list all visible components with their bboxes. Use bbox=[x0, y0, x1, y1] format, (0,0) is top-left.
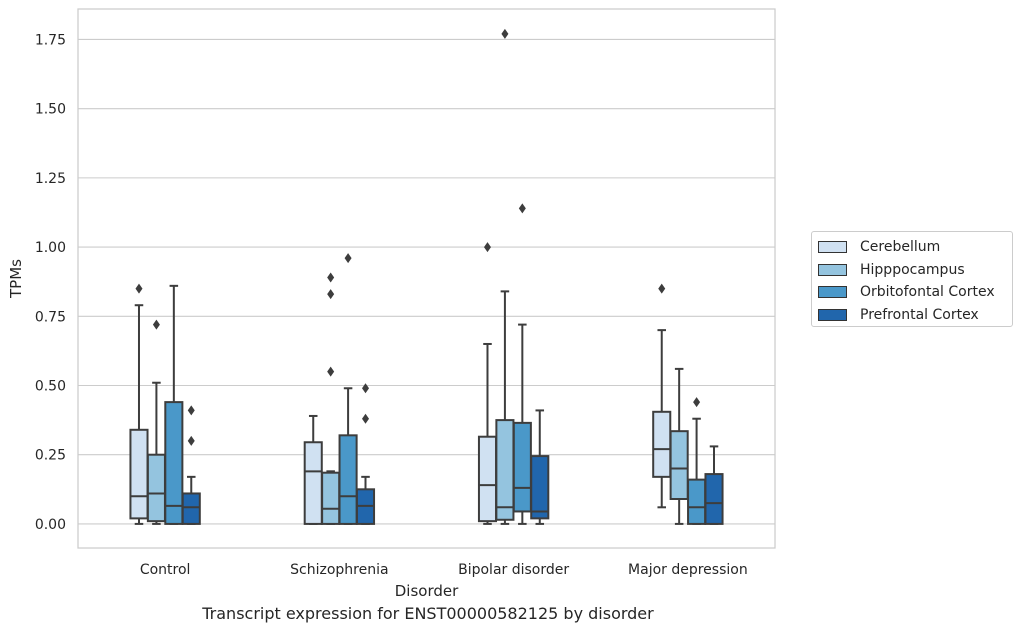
box bbox=[530, 455, 550, 520]
box-plots bbox=[129, 28, 724, 525]
outlier-point bbox=[344, 253, 352, 264]
y-tick-label: 1.25 bbox=[35, 171, 66, 187]
box-cerebellum-control bbox=[129, 283, 149, 525]
outlier-point bbox=[187, 405, 195, 416]
y-tick-label: 0.50 bbox=[35, 378, 66, 394]
outlier-point bbox=[327, 366, 335, 377]
legend-swatch bbox=[818, 263, 847, 276]
y-tick-labels: 0.00 0.25 0.50 0.75 1.00 1.25 1.50 1.75 bbox=[35, 32, 66, 532]
box-cerebellum-schizophrenia bbox=[303, 414, 323, 525]
legend-label: Prefrontal Cortex bbox=[860, 306, 979, 323]
outlier-point bbox=[518, 203, 526, 214]
plot-frame bbox=[77, 8, 776, 549]
y-tick-label: 1.50 bbox=[35, 102, 66, 118]
box-hipppocampus-major-depression bbox=[669, 367, 689, 525]
box bbox=[669, 430, 689, 500]
box bbox=[652, 410, 672, 478]
outlier-point bbox=[135, 283, 143, 294]
outlier-point bbox=[483, 242, 491, 253]
box bbox=[164, 401, 184, 525]
x-axis-title: Disorder bbox=[395, 582, 459, 600]
box bbox=[321, 471, 341, 525]
outlier-point bbox=[693, 397, 701, 408]
legend-label: Cerebellum bbox=[860, 239, 941, 256]
box-orbitofontal-cortex-major-depression bbox=[687, 397, 707, 525]
y-tick-label: 1.00 bbox=[35, 240, 66, 256]
box-prefrontal-cortex-schizophrenia bbox=[355, 383, 376, 525]
legend-item: Prefrontal Cortex bbox=[818, 304, 1012, 327]
legend-item: Cerebellum bbox=[818, 236, 1012, 259]
outlier-point bbox=[362, 383, 370, 394]
chart-caption: Transcript expression for ENST0000058212… bbox=[202, 604, 654, 623]
box-hipppocampus-schizophrenia bbox=[321, 272, 341, 525]
outlier-point bbox=[187, 435, 195, 446]
x-tick-label: Bipolar disorder bbox=[458, 562, 569, 578]
box-prefrontal-cortex-bipolar-disorder bbox=[530, 409, 550, 525]
box bbox=[303, 441, 323, 525]
outlier-point bbox=[152, 319, 160, 330]
box-orbitofontal-cortex-control bbox=[164, 284, 184, 525]
x-tick-label: Major depression bbox=[628, 562, 748, 578]
box-orbitofontal-cortex-bipolar-disorder bbox=[512, 203, 532, 525]
gridlines bbox=[78, 38, 775, 525]
legend-label: Orbitofontal Cortex bbox=[860, 284, 995, 301]
box-cerebellum-bipolar-disorder bbox=[477, 242, 498, 525]
box bbox=[129, 428, 149, 520]
outlier-point bbox=[658, 283, 666, 294]
box bbox=[181, 492, 201, 525]
box-prefrontal-cortex-major-depression bbox=[704, 445, 724, 525]
box bbox=[704, 473, 724, 525]
y-tick-label: 0.75 bbox=[35, 309, 66, 325]
box bbox=[477, 435, 498, 523]
outlier-point bbox=[501, 28, 509, 39]
outlier-point bbox=[327, 272, 335, 283]
box-orbitofontal-cortex-schizophrenia bbox=[338, 253, 358, 525]
box bbox=[338, 434, 358, 525]
x-tick-label: Control bbox=[140, 562, 191, 578]
legend-swatch bbox=[818, 286, 847, 299]
legend-label: Hipppocampus bbox=[860, 261, 965, 278]
x-tick-labels: Control Schizophrenia Bipolar disorder Majo… bbox=[140, 562, 748, 578]
legend-item: Hipppocampus bbox=[818, 259, 1012, 282]
box-hipppocampus-control bbox=[146, 319, 166, 525]
outlier-point bbox=[362, 413, 370, 424]
legend-swatch bbox=[818, 308, 847, 321]
box-hipppocampus-bipolar-disorder bbox=[495, 28, 515, 525]
y-tick-label: 1.75 bbox=[35, 32, 66, 48]
box-prefrontal-cortex-control bbox=[181, 405, 201, 525]
y-tick-label: 0.25 bbox=[35, 448, 66, 464]
box bbox=[146, 453, 166, 523]
legend: Cerebellum Hipppocampus Orbitofontal Corte… bbox=[811, 231, 1013, 327]
x-tick-label: Schizophrenia bbox=[290, 562, 388, 578]
y-tick-label: 0.00 bbox=[35, 517, 66, 533]
y-axis-title: TPMs bbox=[7, 259, 25, 299]
box bbox=[687, 478, 707, 525]
outlier-point bbox=[327, 289, 335, 300]
box-cerebellum-major-depression bbox=[652, 283, 672, 509]
legend-item: Orbitofontal Cortex bbox=[818, 281, 1012, 304]
box bbox=[512, 421, 532, 513]
legend-swatch bbox=[818, 241, 847, 254]
box bbox=[495, 419, 515, 521]
